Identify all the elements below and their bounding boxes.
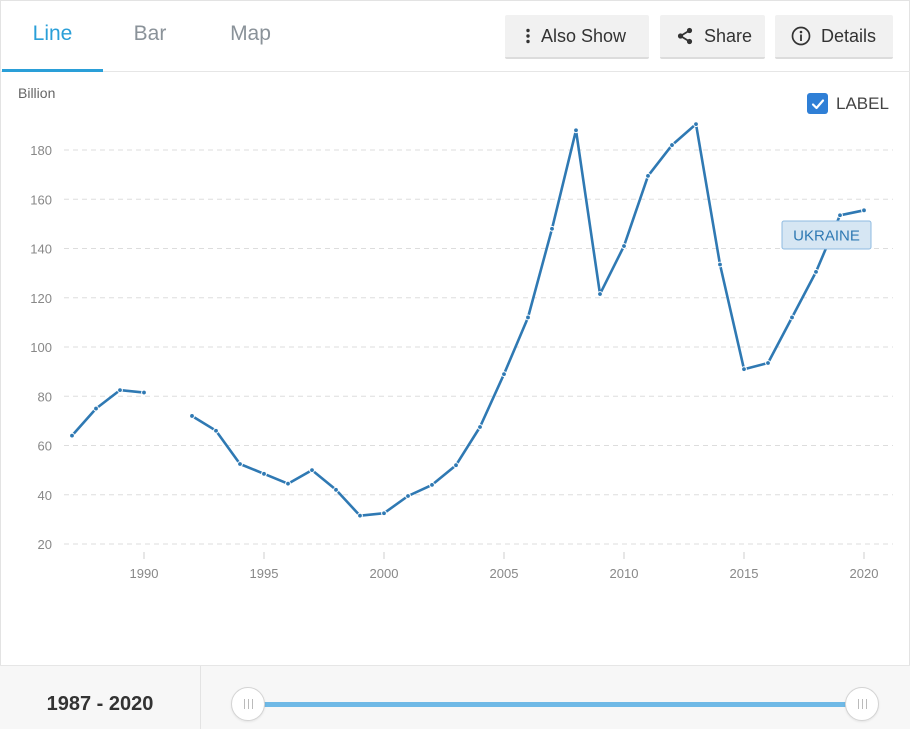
also-show-button[interactable]: Also Show xyxy=(505,15,649,59)
series-label: UKRAINE xyxy=(793,228,860,245)
data-point xyxy=(861,207,867,214)
data-point xyxy=(789,314,795,321)
details-label: Details xyxy=(821,25,877,46)
data-point xyxy=(309,467,315,474)
range-handle-start[interactable] xyxy=(231,687,265,721)
data-point xyxy=(117,387,123,393)
header: Line Bar Map Also Show Share De xyxy=(0,0,910,72)
y-tick-label: 80 xyxy=(38,389,52,404)
data-point xyxy=(357,512,363,519)
y-tick-label: 100 xyxy=(30,340,52,355)
checkmark-icon xyxy=(811,98,824,109)
data-point xyxy=(717,261,723,268)
data-point xyxy=(477,424,483,430)
data-point xyxy=(453,462,459,469)
data-point xyxy=(405,493,411,499)
tab-map[interactable]: Map xyxy=(230,22,271,45)
range-footer: 1987 - 2020 xyxy=(0,665,910,729)
grip-icon xyxy=(857,699,867,709)
tab-bar[interactable]: Bar xyxy=(133,22,167,45)
y-tick-label: 160 xyxy=(30,192,52,207)
x-tick-label: 2010 xyxy=(610,566,639,581)
label-toggle-text: LABEL xyxy=(836,93,889,113)
y-tick-label: 40 xyxy=(38,488,52,503)
share-button[interactable]: Share xyxy=(660,15,765,59)
data-point xyxy=(693,121,699,128)
data-point xyxy=(525,314,531,321)
data-point xyxy=(669,142,675,148)
also-show-label: Also Show xyxy=(541,25,627,46)
data-point xyxy=(261,470,267,477)
y-axis-unit-label: Billion xyxy=(18,85,56,101)
data-point xyxy=(381,510,387,517)
range-slider-track[interactable] xyxy=(248,702,862,707)
y-tick-label: 120 xyxy=(30,291,52,306)
x-tick-label: 1995 xyxy=(250,566,279,581)
details-button[interactable]: Details xyxy=(775,15,893,59)
grip-icon xyxy=(243,699,253,709)
data-point xyxy=(333,486,339,493)
y-tick-label: 140 xyxy=(30,242,52,257)
data-point xyxy=(501,371,507,377)
data-point xyxy=(285,480,291,487)
data-point xyxy=(141,389,147,396)
line-chart: 20 40 60 80 100 120 140 160 180 1990 1995 2000 2005 2… xyxy=(30,121,893,581)
x-tick-label: 1990 xyxy=(130,566,159,581)
tab-line[interactable]: Line xyxy=(2,0,103,72)
more-vertical-icon xyxy=(525,28,531,44)
data-point xyxy=(573,127,579,134)
label-checkbox[interactable] xyxy=(807,93,828,114)
data-point xyxy=(837,212,843,219)
share-icon xyxy=(676,27,694,45)
range-handle-end[interactable] xyxy=(845,687,879,721)
data-point xyxy=(549,225,555,232)
data-point xyxy=(645,172,651,179)
share-label: Share xyxy=(704,25,753,46)
x-tick-label: 2005 xyxy=(490,566,519,581)
y-tick-label: 60 xyxy=(38,439,52,454)
y-tick-label: 20 xyxy=(38,537,52,552)
data-point xyxy=(213,427,219,434)
range-text: 1987 - 2020 xyxy=(0,666,201,729)
series-label-box xyxy=(781,220,872,250)
x-tick-label: 2020 xyxy=(850,566,879,581)
info-icon xyxy=(791,26,811,46)
data-point xyxy=(621,243,627,249)
series-line xyxy=(70,388,146,437)
y-tick-label: 180 xyxy=(30,143,52,158)
data-point xyxy=(813,268,819,275)
x-tick-label: 2015 xyxy=(730,566,759,581)
data-point xyxy=(237,461,243,467)
data-point xyxy=(93,405,99,412)
data-point xyxy=(189,413,195,419)
label-toggle[interactable]: LABEL xyxy=(807,93,889,114)
data-point xyxy=(741,366,747,373)
x-tick-label: 2000 xyxy=(370,566,399,581)
data-point xyxy=(69,432,75,439)
data-point xyxy=(429,482,435,488)
data-point xyxy=(765,360,771,366)
data-point xyxy=(597,291,603,297)
